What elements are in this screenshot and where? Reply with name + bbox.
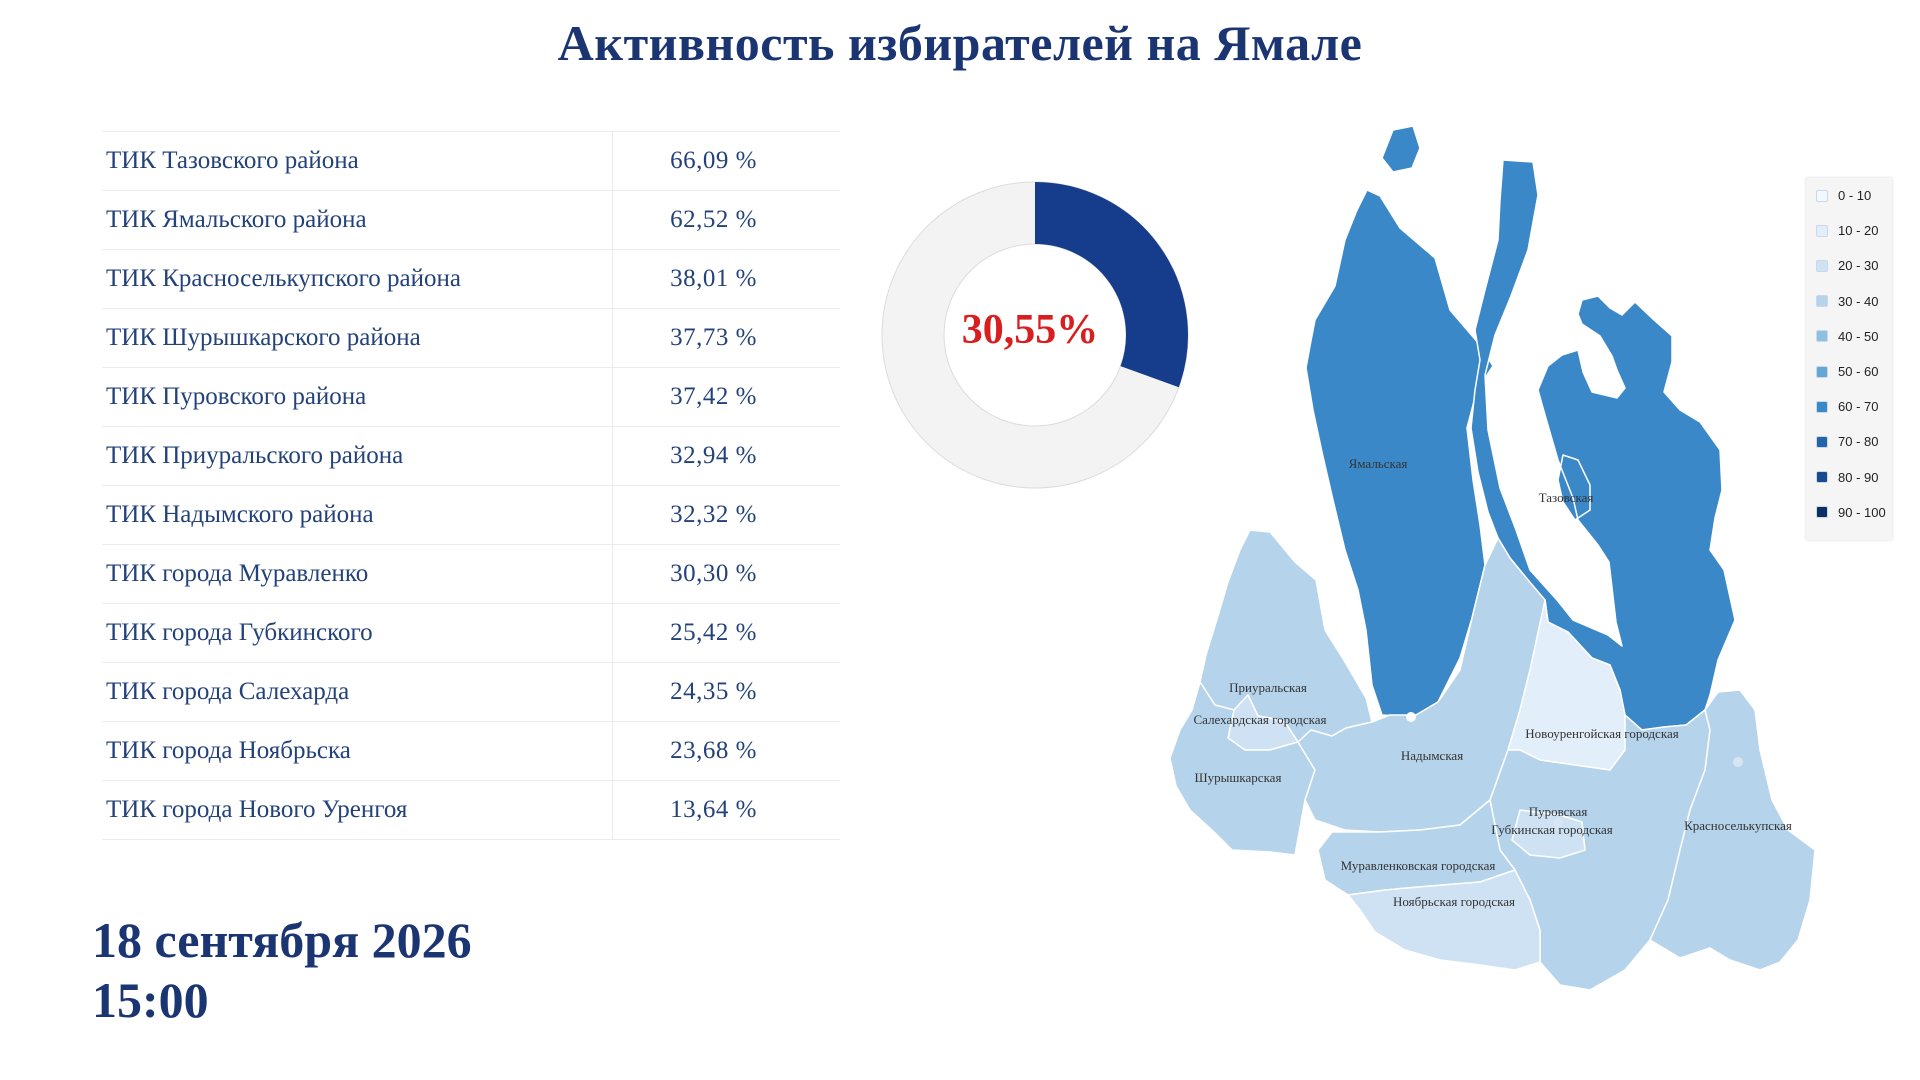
legend-item: 50 - 60	[1806, 354, 1892, 389]
legend-label: 90 - 100	[1838, 504, 1886, 520]
legend-item: 40 - 50	[1806, 319, 1892, 354]
region-shuryshkarskaya	[1169, 681, 1316, 856]
donut-turnout-segment	[1034, 182, 1188, 388]
tik-turnout-value: 30,30 %	[612, 544, 840, 604]
legend-swatch	[1816, 189, 1828, 202]
legend-label: 60 - 70	[1838, 399, 1879, 415]
region-gubkinskaya	[1511, 809, 1586, 859]
map-region-label: Муравленковская городская	[1341, 858, 1496, 873]
legend-item: 20 - 30	[1806, 248, 1892, 283]
table-row: ТИК города Муравленко 30,30 %	[102, 544, 840, 604]
turnout-donut-chart	[881, 181, 1189, 489]
map-region-label: Губкинская городская	[1491, 822, 1612, 837]
map-region-label: Пуровская	[1529, 804, 1588, 819]
donut-inner-rim	[943, 243, 1127, 427]
tik-name: ТИК города Муравленко	[102, 544, 613, 604]
yamal-turnout-map: Ямальская Тазовская Приуральская Салехардск…	[1169, 125, 1816, 991]
tik-turnout-value: 24,35 %	[612, 662, 840, 722]
tik-name: ТИК Тазовского района	[102, 131, 613, 191]
table-row: ТИК города Нового Уренгоя 13,64 %	[102, 780, 840, 840]
legend-label: 0 - 10	[1838, 188, 1872, 204]
table-row: ТИК города Губкинского 25,42 %	[102, 603, 840, 663]
legend-label: 40 - 50	[1838, 328, 1879, 344]
map-region-label: Надымская	[1401, 748, 1463, 763]
city-marker	[1406, 712, 1416, 722]
region-nadymskaya	[1297, 537, 1549, 833]
legend-label: 30 - 40	[1838, 293, 1879, 309]
legend-swatch	[1816, 506, 1828, 519]
region-yamalskaya	[1305, 125, 1494, 717]
city-marker	[1733, 757, 1743, 767]
turnout-percentage: 30,55%	[961, 307, 1099, 353]
legend-item: 60 - 70	[1806, 389, 1892, 424]
tik-turnout-value: 38,01 %	[612, 249, 840, 309]
legend-item: 90 - 100	[1806, 495, 1892, 530]
region-krasnoselkupskaya	[1649, 689, 1816, 971]
map-legend: 0 - 10 10 - 20 20 - 30 30 - 40 40 - 50 50 - 6…	[1806, 178, 1892, 540]
legend-item: 80 - 90	[1806, 460, 1892, 495]
tik-turnout-value: 37,73 %	[612, 308, 840, 368]
tik-name: ТИК Шурышкарского района	[102, 308, 613, 368]
map-region-label: Ямальская	[1349, 456, 1408, 471]
legend-item: 30 - 40	[1806, 284, 1892, 319]
tik-name: ТИК Красноселькупского района	[102, 249, 613, 309]
legend-swatch	[1816, 330, 1828, 343]
tik-name: ТИК Ямальского района	[102, 190, 613, 250]
legend-swatch	[1816, 471, 1828, 484]
map-region-label: Шурышкарская	[1195, 770, 1282, 785]
table-row: ТИК Красноселькупского района 38,01 %	[102, 249, 840, 309]
tik-turnout-value: 23,68 %	[612, 721, 840, 781]
legend-swatch	[1816, 224, 1828, 237]
tik-turnout-value: 37,42 %	[612, 367, 840, 427]
table-row: ТИК Шурышкарского района 37,73 %	[102, 308, 840, 368]
tik-name: ТИК города Губкинского	[102, 603, 613, 663]
tik-turnout-value: 66,09 %	[612, 131, 840, 191]
legend-label: 10 - 20	[1838, 223, 1879, 239]
tik-name: ТИК Надымского района	[102, 485, 613, 545]
legend-label: 20 - 30	[1838, 258, 1879, 274]
tik-turnout-value: 32,32 %	[612, 485, 840, 545]
page-title: Активность избирателей на Ямале	[557, 15, 1363, 71]
legend-swatch	[1816, 400, 1828, 413]
turnout-table: ТИК Тазовского района 66,09 % ТИК Ямальско…	[102, 131, 840, 840]
legend-swatch	[1816, 295, 1828, 308]
legend-item: 70 - 80	[1806, 424, 1892, 459]
legend-item: 10 - 20	[1806, 213, 1892, 248]
legend-label: 70 - 80	[1838, 434, 1879, 450]
table-row: ТИК Пуровского района 37,42 %	[102, 367, 840, 427]
region-noyabrskaya	[1347, 869, 1541, 971]
report-date: 18 сентября 2026	[92, 912, 472, 968]
map-region-label: Тазовская	[1539, 490, 1594, 505]
legend-label: 50 - 60	[1838, 364, 1879, 380]
legend-item: 0 - 10	[1806, 178, 1892, 213]
table-row: ТИК Приуральского района 32,94 %	[102, 426, 840, 486]
map-region-label: Ноябрьская городская	[1393, 894, 1515, 909]
table-row: ТИК города Ноябрьска 23,68 %	[102, 721, 840, 781]
table-row: ТИК Надымского района 32,32 %	[102, 485, 840, 545]
tik-name: ТИК города Ноябрьска	[102, 721, 613, 781]
tik-name: ТИК Пуровского района	[102, 367, 613, 427]
legend-swatch	[1816, 365, 1828, 378]
city-marker	[1553, 818, 1563, 828]
map-city-markers	[1406, 712, 1743, 828]
legend-swatch	[1816, 435, 1828, 448]
tik-name: ТИК города Нового Уренгоя	[102, 780, 613, 840]
map-region-label: Приуральская	[1229, 680, 1307, 695]
table-row: ТИК Ямальского района 62,52 %	[102, 190, 840, 250]
tik-turnout-value: 13,64 %	[612, 780, 840, 840]
report-time: 15:00	[92, 972, 209, 1028]
tik-name: ТИК города Салехарда	[102, 662, 613, 722]
legend-label: 80 - 90	[1838, 469, 1879, 485]
tik-turnout-value: 25,42 %	[612, 603, 840, 663]
table-row: ТИК города Салехарда 24,35 %	[102, 662, 840, 722]
map-region-label: Новоуренгойская городская	[1525, 726, 1678, 741]
table-row: ТИК Тазовского района 66,09 %	[102, 131, 840, 191]
tik-turnout-value: 62,52 %	[612, 190, 840, 250]
report-datetime: 18 сентября 2026 15:00	[92, 910, 472, 1030]
tik-name: ТИК Приуральского района	[102, 426, 613, 486]
map-region-label: Салехардская городская	[1194, 712, 1327, 727]
tik-turnout-value: 32,94 %	[612, 426, 840, 486]
legend-swatch	[1816, 259, 1828, 272]
map-region-label: Красноселькупская	[1684, 818, 1792, 833]
